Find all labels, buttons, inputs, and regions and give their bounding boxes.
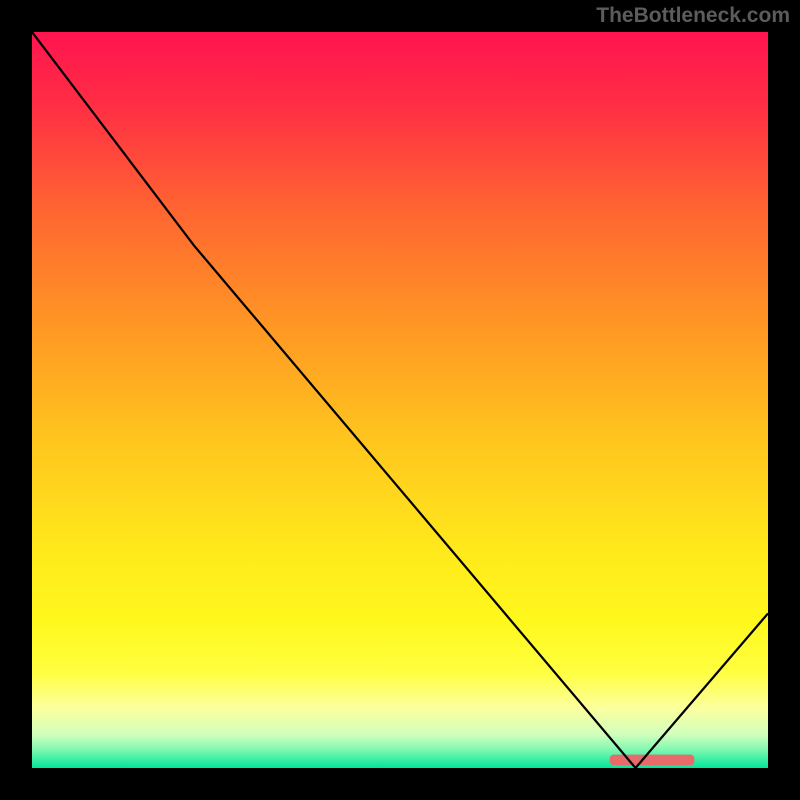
chart-container: TheBottleneck.com [0,0,800,800]
watermark-text: TheBottleneck.com [596,4,790,28]
optimal-range-marker [610,755,695,766]
plot-svg [32,32,768,768]
gradient-background [32,32,768,768]
plot-area [32,32,768,768]
